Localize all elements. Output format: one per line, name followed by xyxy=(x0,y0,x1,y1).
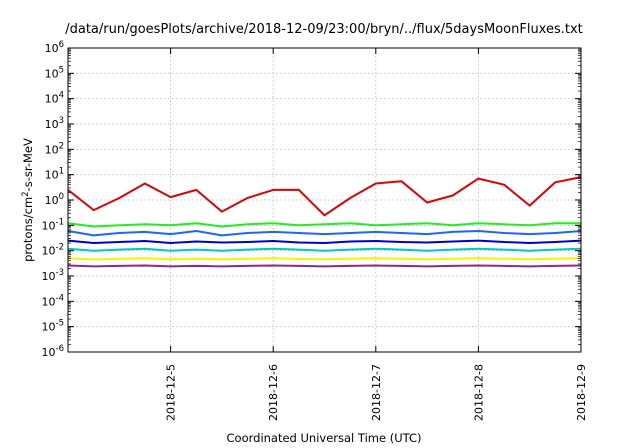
series-line xyxy=(67,222,581,228)
y-tick-labels: 10-6 10-5 10-4 10-3 10-2 10-1 100 101 102 103 104 1… xyxy=(42,40,64,359)
x-tick-label: 2018-12-8 xyxy=(472,364,485,421)
y-tick-label: 10-2 xyxy=(42,243,64,258)
grid xyxy=(68,48,582,352)
x-axis-label: Coordinated Universal Time (UTC) xyxy=(227,431,422,445)
x-tick-label: 2018-12-7 xyxy=(370,364,383,421)
y-tick-label: 106 xyxy=(45,40,64,55)
y-tick-label: 10-1 xyxy=(42,217,64,232)
y-tick-label: 104 xyxy=(45,91,64,106)
series-line xyxy=(67,230,582,237)
x-tick-label: 2018-12-5 xyxy=(165,364,178,421)
y-tick-label: 10-3 xyxy=(42,268,64,283)
chart-title: /data/run/goesPlots/archive/2018-12-09/2… xyxy=(65,22,583,37)
series-line xyxy=(67,239,582,244)
y-tick-label: 10-4 xyxy=(42,293,64,308)
y-tick-label: 101 xyxy=(45,167,64,182)
series-line xyxy=(67,257,582,261)
y-tick-label: 10-6 xyxy=(42,344,64,359)
y-tick-label: 10-5 xyxy=(42,319,64,334)
series-lines xyxy=(67,176,582,268)
y-tick-label: 105 xyxy=(45,65,64,80)
x-tick-label: 2018-12-9 xyxy=(575,364,588,421)
plot-frame xyxy=(67,47,582,353)
y-axis-label: protons/cm2-s-sr-MeV xyxy=(21,138,35,262)
y-tick-label: 100 xyxy=(45,192,64,207)
series-line xyxy=(67,247,582,252)
x-tick-label: 2018-12-6 xyxy=(267,364,280,421)
series-line xyxy=(67,176,582,217)
y-tick-label: 102 xyxy=(45,141,64,156)
series-line xyxy=(67,264,582,268)
x-tick-labels: 2018-12-5 2018-12-6 2018-12-7 2018-12-8 2018… xyxy=(165,364,588,421)
y-tick-label: 103 xyxy=(45,116,64,131)
